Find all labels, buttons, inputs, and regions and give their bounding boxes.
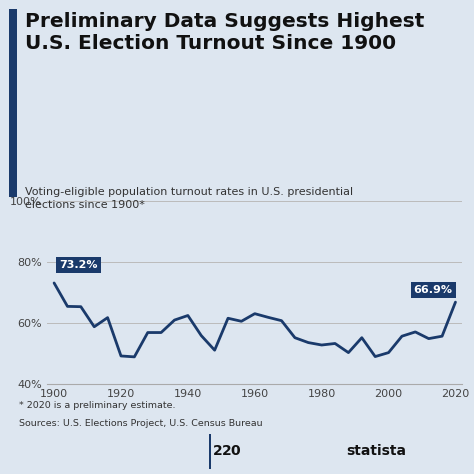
Text: 66.9%: 66.9% (414, 285, 453, 295)
Text: * 2020 is a preliminary estimate.: * 2020 is a preliminary estimate. (19, 401, 175, 410)
Text: 2: 2 (222, 444, 232, 458)
Text: 73.2%: 73.2% (59, 260, 98, 270)
Text: statista: statista (346, 444, 406, 458)
Text: Preliminary Data Suggests Highest
U.S. Election Turnout Since 1900: Preliminary Data Suggests Highest U.S. E… (25, 12, 424, 53)
Text: 2: 2 (213, 444, 223, 458)
Text: 0: 0 (230, 444, 239, 458)
Text: Voting-eligible population turnout rates in U.S. presidential
elections since 19: Voting-eligible population turnout rates… (25, 187, 353, 210)
Text: Sources: U.S. Elections Project, U.S. Census Bureau: Sources: U.S. Elections Project, U.S. Ce… (19, 419, 263, 428)
